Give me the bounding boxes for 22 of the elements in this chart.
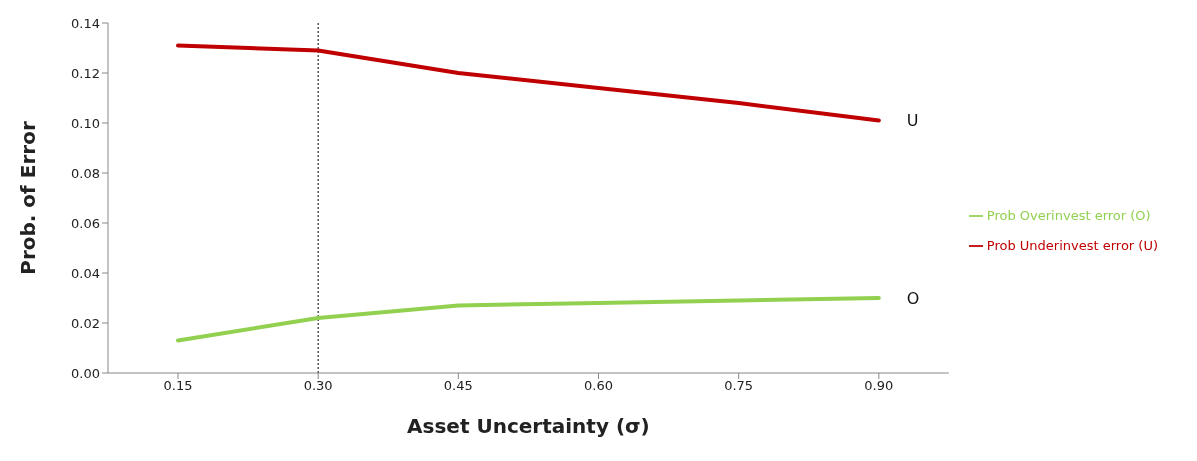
annotation: O	[906, 288, 920, 308]
legend-label: Prob Underinvest error (U)	[986, 237, 1158, 253]
y-tick-label: 0.14	[71, 15, 100, 31]
line-series	[176, 296, 881, 343]
x-tick-label: 0.60	[584, 378, 613, 394]
y-tick-label: 0.06	[71, 215, 100, 231]
y-tick-label: 0.10	[71, 115, 100, 131]
y-tick-label: 0.12	[71, 65, 100, 81]
x-tick-label: 0.90	[864, 378, 894, 394]
y-tick-label: 0.02	[71, 315, 100, 331]
x-axis-title: Asset Uncertainty (σ)	[407, 414, 650, 438]
y-tick-label: 0.00	[71, 365, 100, 381]
x-tick-label: 0.75	[724, 378, 754, 394]
legend-label: Prob Overinvest error (O)	[986, 207, 1151, 223]
line-series	[176, 43, 881, 123]
y-tick-label: 0.04	[71, 265, 100, 281]
y-tick-label: 0.08	[71, 165, 100, 181]
y-axis-title: Prob. of Error	[16, 121, 41, 275]
annotation: U	[906, 111, 919, 131]
x-tick-label: 0.30	[303, 378, 333, 394]
x-tick-label: 0.15	[163, 378, 193, 394]
x-tick-label: 0.45	[443, 378, 473, 394]
